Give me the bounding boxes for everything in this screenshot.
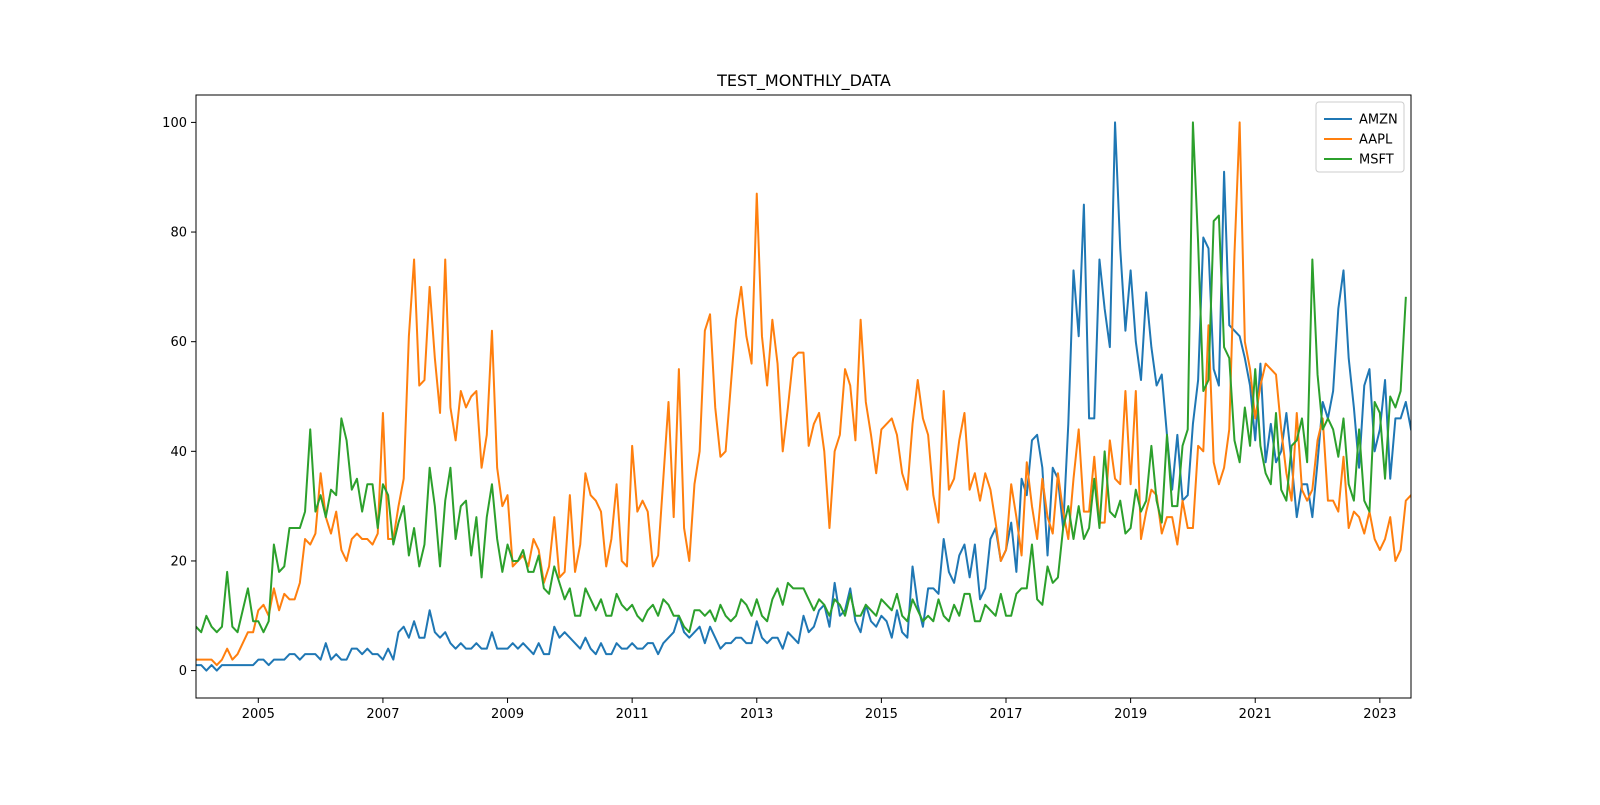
y-tick-label: 100 <box>162 116 187 131</box>
x-tick-label: 2007 <box>366 707 399 722</box>
series-line-amzn <box>196 121 1411 672</box>
x-tick-label: 2019 <box>1114 707 1147 722</box>
y-tick-label: 80 <box>170 226 187 241</box>
x-tick-label: 2013 <box>740 707 773 722</box>
series-line-msft <box>196 121 1407 634</box>
x-tick-label: 2021 <box>1239 707 1272 722</box>
legend-label-amzn: AMZN <box>1359 113 1398 128</box>
y-axis: 0 20 40 60 80 100 <box>162 116 196 679</box>
plot-area-frame <box>195 94 1412 699</box>
legend: AMZN AAPL MSFT <box>1315 101 1405 173</box>
series-line-aapl <box>196 121 1411 667</box>
y-tick-label: 40 <box>170 445 187 460</box>
y-tick-label: 0 <box>179 664 187 679</box>
x-tick-label: 2009 <box>491 707 524 722</box>
legend-label-aapl: AAPL <box>1359 133 1393 148</box>
x-tick-label: 2005 <box>242 707 275 722</box>
y-tick-label: 20 <box>170 554 187 569</box>
series-layer <box>196 121 1411 672</box>
x-tick-label: 2023 <box>1363 707 1396 722</box>
x-tick-label: 2011 <box>616 707 649 722</box>
x-axis: 2005 2007 2009 2011 2013 2015 2017 2019 2021 2023 <box>242 698 1396 722</box>
chart-title: TEST_MONTHLY_DATA <box>716 71 891 91</box>
x-tick-label: 2015 <box>865 707 898 722</box>
legend-label-msft: MSFT <box>1359 153 1394 168</box>
x-tick-label: 2017 <box>989 707 1022 722</box>
y-tick-label: 60 <box>170 335 187 350</box>
